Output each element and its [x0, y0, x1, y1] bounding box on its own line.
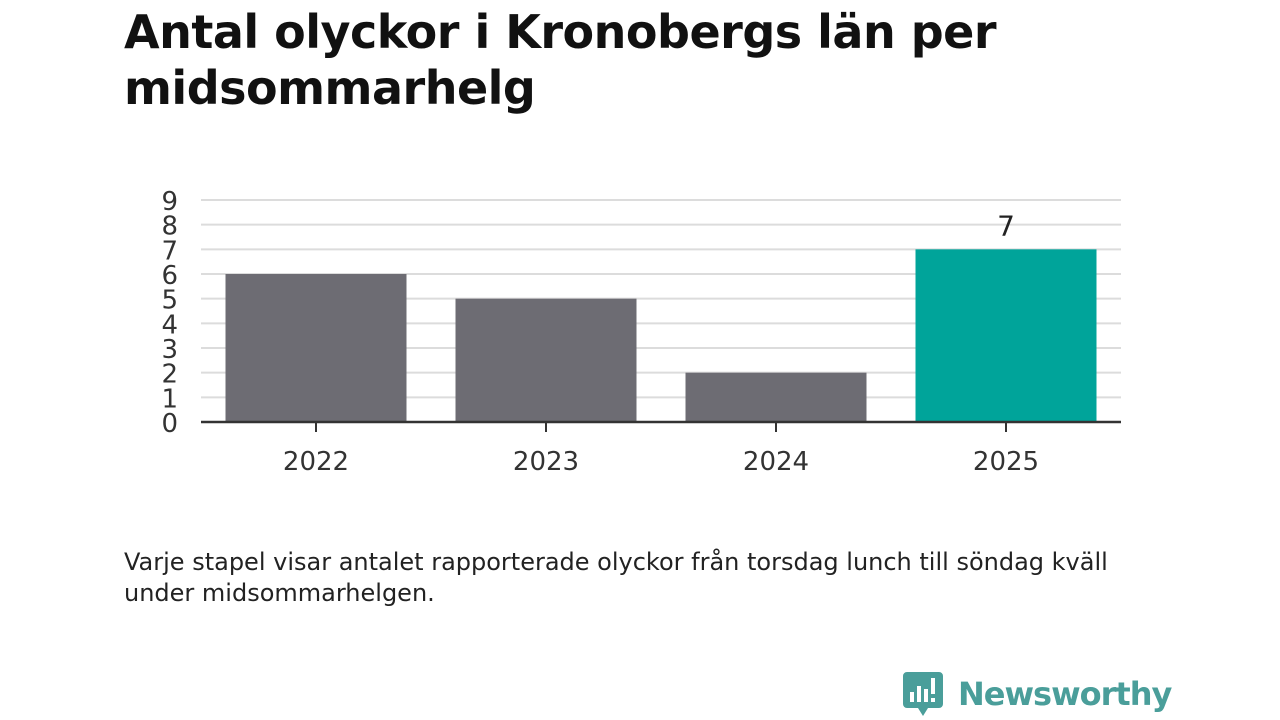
brand-name: Newsworthy	[958, 675, 1172, 713]
y-tick-label: 3	[161, 335, 178, 365]
y-tick-label: 9	[161, 187, 178, 217]
y-tick-label: 7	[161, 236, 178, 266]
bar-2024	[685, 372, 867, 422]
y-tick-label: 2	[161, 360, 178, 390]
y-tick-label: 5	[161, 286, 178, 316]
data-label: 7	[997, 209, 1015, 242]
bar-2023	[455, 298, 637, 422]
newsworthy-logo-icon	[903, 672, 943, 716]
y-tick-label: 8	[161, 212, 178, 242]
x-tick-label: 2022	[283, 447, 349, 477]
brand: Newsworthy	[902, 670, 1172, 718]
y-tick-label: 0	[161, 409, 178, 439]
bar-2022	[225, 274, 407, 422]
chart-caption: Varje stapel visar antalet rapporterade …	[124, 548, 1108, 607]
x-tick-label: 2024	[743, 447, 809, 477]
y-tick-label: 1	[161, 384, 178, 414]
y-tick-label: 6	[161, 261, 178, 291]
bar-2025	[915, 249, 1097, 422]
chart-title: Antal olyckor i Kronobergs län per midso…	[124, 5, 997, 115]
y-tick-label: 4	[161, 310, 178, 340]
x-tick-label: 2025	[973, 447, 1039, 477]
x-tick-label: 2023	[513, 447, 579, 477]
